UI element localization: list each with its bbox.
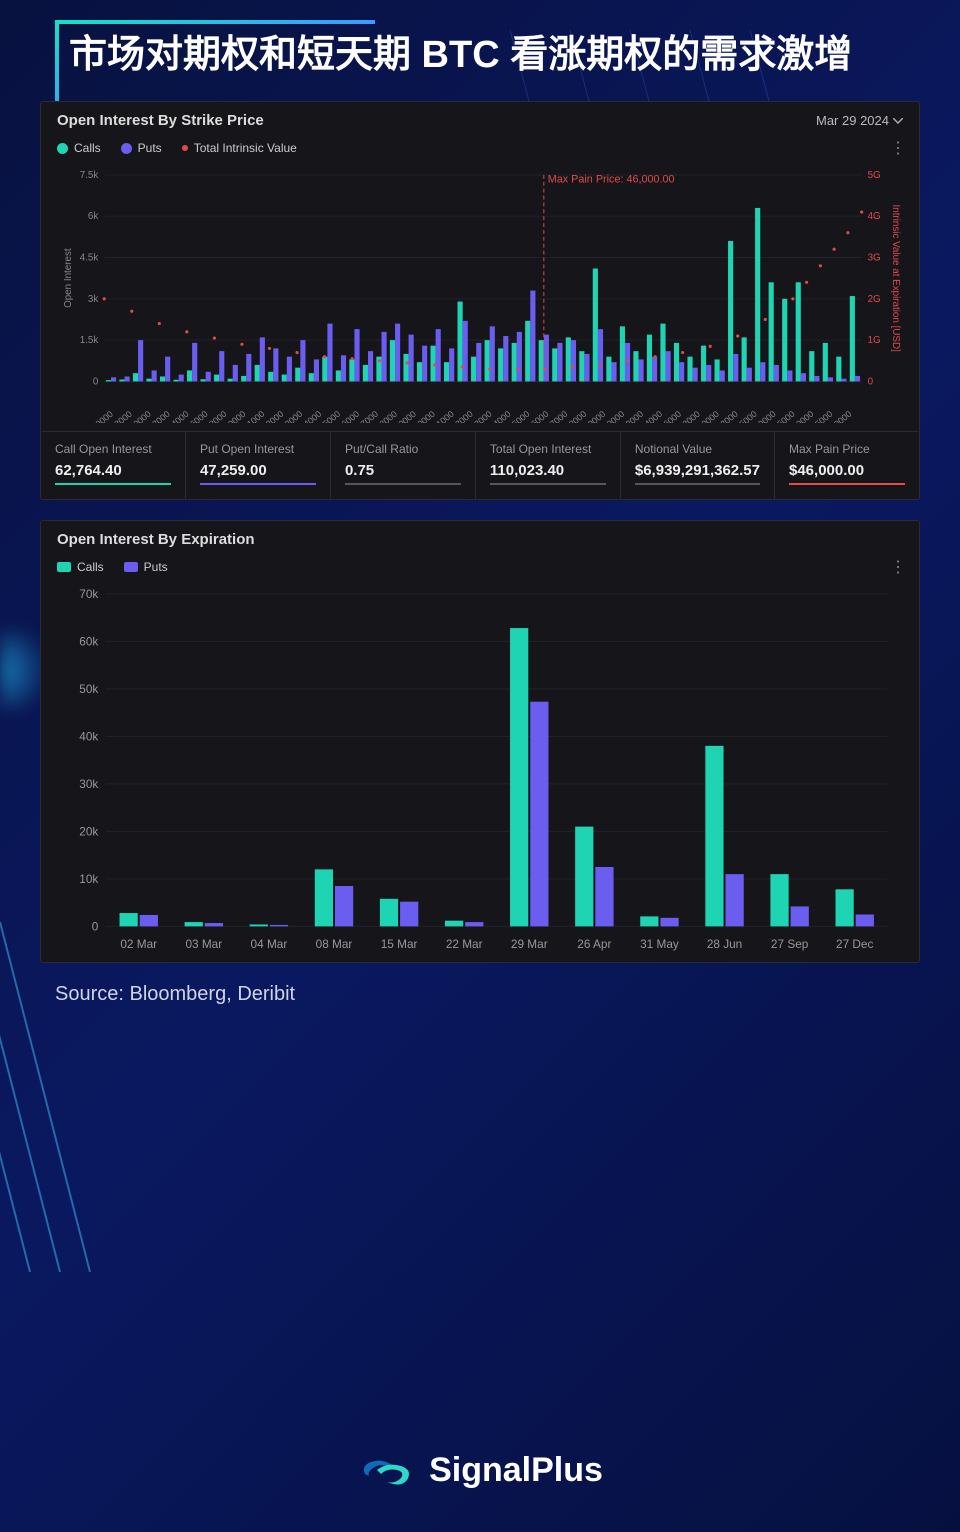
- brand-name: SignalPlus: [429, 1451, 603, 1490]
- date-selector[interactable]: Mar 29 2024: [816, 113, 903, 128]
- svg-text:03 Mar: 03 Mar: [185, 937, 222, 951]
- svg-text:22 Mar: 22 Mar: [446, 937, 483, 951]
- stat-value: 62,764.40: [55, 462, 171, 485]
- svg-text:70k: 70k: [79, 587, 98, 601]
- stat-label: Total Open Interest: [490, 442, 606, 456]
- chevron-down-icon: [893, 118, 903, 124]
- legend-calls[interactable]: Calls: [57, 141, 101, 155]
- svg-text:08 Mar: 08 Mar: [316, 937, 353, 951]
- legend2-puts[interactable]: Puts: [124, 560, 168, 574]
- svg-text:28 Jun: 28 Jun: [707, 937, 742, 951]
- stat-value: 110,023.40: [490, 462, 606, 485]
- svg-text:50k: 50k: [79, 682, 98, 696]
- page-title: 市场对期权和短天期 BTC 看涨期权的需求激增: [69, 30, 905, 81]
- legend-intrinsic[interactable]: Total Intrinsic Value: [182, 141, 297, 155]
- panel-strike-price: Open Interest By Strike Price Mar 29 202…: [40, 101, 920, 500]
- stat-value: 47,259.00: [200, 462, 316, 485]
- stat-label: Max Pain Price: [789, 442, 905, 456]
- svg-text:3k: 3k: [88, 294, 98, 305]
- stat-cell: Total Open Interest 110,023.40: [476, 432, 621, 499]
- stat-cell: Put/Call Ratio 0.75: [331, 432, 476, 499]
- stat-value: $46,000.00: [789, 462, 905, 485]
- svg-text:10000: 10000: [90, 409, 115, 423]
- chart-strike-price: 0 1.5k 3k 4.5k 6k 7.5k 0 1G 2G 3G 4G 5G Open Interes…: [57, 167, 903, 423]
- stat-cell: Notional Value $6,939,291,362.57: [621, 432, 775, 499]
- page-title-block: 市场对期权和短天期 BTC 看涨期权的需求激增: [55, 30, 905, 81]
- svg-text:29 Mar: 29 Mar: [511, 937, 548, 951]
- stat-value: 0.75: [345, 462, 461, 485]
- svg-text:Max Pain Price: 46,000.00: Max Pain Price: 46,000.00: [548, 174, 675, 186]
- panel1-menu-icon[interactable]: ⋮: [890, 138, 905, 158]
- chart-expiration: 0 10k 20k 30k 40k 50k 60k 70k 02 Mar 03 Mar 04 Mar…: [57, 586, 903, 960]
- svg-text:0: 0: [868, 377, 874, 388]
- stat-label: Notional Value: [635, 442, 760, 456]
- brand: SignalPlus: [0, 1448, 960, 1492]
- panel2-title: Open Interest By Expiration: [57, 531, 255, 548]
- stats-row: Call Open Interest 62,764.40 Put Open Inte…: [41, 431, 919, 499]
- panel1-title: Open Interest By Strike Price: [57, 112, 264, 129]
- svg-text:10k: 10k: [79, 872, 98, 886]
- svg-text:15 Mar: 15 Mar: [381, 937, 418, 951]
- stat-value: $6,939,291,362.57: [635, 462, 760, 485]
- panel-expiration: Open Interest By Expiration Calls Puts ⋮…: [40, 520, 920, 963]
- stat-cell: Call Open Interest 62,764.40: [41, 432, 186, 499]
- svg-text:02 Mar: 02 Mar: [120, 937, 157, 951]
- stat-label: Put Open Interest: [200, 442, 316, 456]
- svg-text:30k: 30k: [79, 777, 98, 791]
- legend2-calls[interactable]: Calls: [57, 560, 104, 574]
- svg-text:31 May: 31 May: [640, 937, 679, 951]
- svg-text:4.5k: 4.5k: [80, 253, 99, 264]
- svg-text:27 Sep: 27 Sep: [771, 937, 809, 951]
- svg-text:0: 0: [92, 919, 99, 933]
- svg-text:20k: 20k: [79, 824, 98, 838]
- source-text: Source: Bloomberg, Deribit: [55, 983, 905, 1006]
- svg-text:3G: 3G: [868, 253, 881, 264]
- svg-text:Open Interest: Open Interest: [63, 248, 74, 308]
- svg-text:5G: 5G: [868, 170, 881, 181]
- stat-label: Call Open Interest: [55, 442, 171, 456]
- svg-text:27 Dec: 27 Dec: [836, 937, 873, 951]
- svg-text:Intrinsic Value at Expiration: Intrinsic Value at Expiration [USD]: [890, 205, 901, 353]
- svg-text:26 Apr: 26 Apr: [577, 937, 611, 951]
- accent-lines-bl: [0, 922, 120, 1272]
- svg-text:6k: 6k: [88, 211, 98, 222]
- svg-text:0: 0: [93, 377, 99, 388]
- svg-text:04 Mar: 04 Mar: [251, 937, 288, 951]
- svg-text:1.5k: 1.5k: [80, 335, 99, 346]
- stat-label: Put/Call Ratio: [345, 442, 461, 456]
- stat-cell: Put Open Interest 47,259.00: [186, 432, 331, 499]
- svg-text:7.5k: 7.5k: [80, 170, 99, 181]
- svg-text:40k: 40k: [79, 729, 98, 743]
- svg-text:4G: 4G: [868, 211, 881, 222]
- legend-puts[interactable]: Puts: [121, 141, 162, 155]
- stat-cell: Max Pain Price $46,000.00: [775, 432, 919, 499]
- panel2-menu-icon[interactable]: ⋮: [890, 557, 905, 577]
- svg-text:60k: 60k: [79, 634, 98, 648]
- brand-logo-icon: [357, 1448, 417, 1492]
- svg-text:1G: 1G: [868, 335, 881, 346]
- svg-text:2G: 2G: [868, 294, 881, 305]
